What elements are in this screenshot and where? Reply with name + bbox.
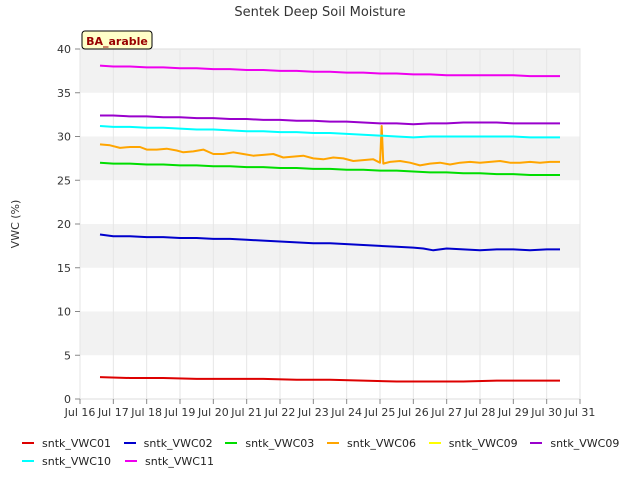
legend-label: sntk_VWC06	[347, 436, 416, 450]
x-tick-label: Jul 30	[530, 406, 562, 419]
x-tick-label: Jul 22	[264, 406, 296, 419]
legend-label: sntk_VWC09	[448, 436, 518, 450]
legend-item: sntk_VWC09	[428, 436, 531, 450]
series-line-sntk-vwc06	[99, 125, 560, 167]
series-line-sntk-vwc03	[99, 161, 560, 176]
series-line-sntk-vwc01	[99, 376, 560, 383]
y-tick-label: 15	[57, 262, 71, 275]
y-tick-label: 40	[57, 43, 71, 56]
legend-label: sntk_VWC03	[245, 436, 315, 450]
legend-label: sntk_VWC09	[550, 436, 620, 450]
plot-bands	[80, 49, 580, 356]
x-tick-label: Jul 28	[464, 406, 496, 419]
plot-band	[80, 224, 580, 268]
legend-item: sntk_VWC01	[22, 437, 124, 450]
x-tick-label: Jul 20	[197, 406, 229, 419]
legend-row: sntk_VWC01 sntk_VWC02 sntk_VWC03 sntk_VWC06…	[22, 434, 632, 452]
badge-label: BA_arable	[86, 35, 148, 48]
x-tick-label: Jul 19	[164, 406, 196, 419]
legend-item: sntk_VWC10	[22, 455, 125, 468]
x-axis-ticks: Jul 16 Jul 17 Jul 18 Jul 19 Jul 20 Jul 21 Jul …	[64, 399, 596, 419]
x-tick-label: Jul 21	[230, 406, 262, 419]
series-line-sntk-vwc11	[99, 64, 560, 78]
legend-swatch	[22, 442, 34, 444]
y-tick-label: 5	[64, 349, 71, 362]
x-tick-label: Jul 17	[97, 406, 129, 419]
legend-item: sntk_VWC09	[530, 437, 632, 450]
x-tick-label: Jul 23	[297, 406, 329, 419]
series-line-sntk-vwc09	[100, 114, 560, 126]
plot-band	[80, 311, 580, 356]
y-tick-label: 30	[57, 131, 71, 144]
legend-swatch	[530, 442, 543, 444]
badge: BA_arable	[81, 30, 153, 50]
legend-label: sntk_VWC10	[42, 454, 111, 468]
x-tick-label: Jul 27	[430, 406, 462, 419]
legend-swatch	[125, 460, 137, 462]
legend-swatch	[428, 442, 441, 444]
legend-item: sntk_VWC02	[123, 436, 226, 450]
legend-swatch	[225, 442, 238, 444]
legend-label: sntk_VWC02	[143, 436, 213, 450]
y-tick-label: 10	[57, 306, 71, 319]
series-line-sntk-vwc10	[99, 125, 560, 139]
y-tick-label: 25	[57, 174, 71, 187]
x-tick-label: Jul 26	[397, 406, 429, 419]
legend-label: sntk_VWC11	[145, 454, 214, 468]
x-tick-label: Jul 24	[330, 406, 362, 419]
x-tick-label: Jul 29	[497, 406, 529, 419]
legend-item: sntk_VWC11	[125, 455, 228, 468]
legend-swatch	[123, 442, 136, 444]
legend-row: sntk_VWC10 sntk_VWC11	[22, 452, 632, 470]
y-axis-label: VWC (%)	[9, 200, 22, 249]
legend-item: sntk_VWC03	[225, 437, 327, 450]
chart-title: Sentek Deep Soil Moisture	[234, 5, 405, 20]
series-lines	[99, 64, 560, 383]
x-tick-label: Jul 18	[130, 406, 162, 419]
x-tick-label: Jul 31	[564, 406, 596, 419]
legend-swatch	[327, 442, 340, 444]
legend-swatch	[22, 460, 34, 462]
y-tick-label: 35	[57, 87, 71, 100]
x-tick-label: Jul 25	[364, 406, 396, 419]
y-axis-ticks: 0 5 10 15 20 25 30 35 40	[57, 43, 80, 406]
gridlines	[79, 49, 581, 399]
legend-label: sntk_VWC01	[42, 436, 111, 450]
legend: sntk_VWC01 sntk_VWC02 sntk_VWC03 sntk_VWC06…	[22, 434, 632, 470]
y-tick-label: 0	[64, 393, 71, 406]
x-tick-label: Jul 16	[64, 406, 96, 419]
y-tick-label: 20	[57, 218, 71, 231]
legend-item: sntk_VWC06	[327, 437, 429, 450]
series-line-sntk-vwc02	[99, 233, 560, 252]
